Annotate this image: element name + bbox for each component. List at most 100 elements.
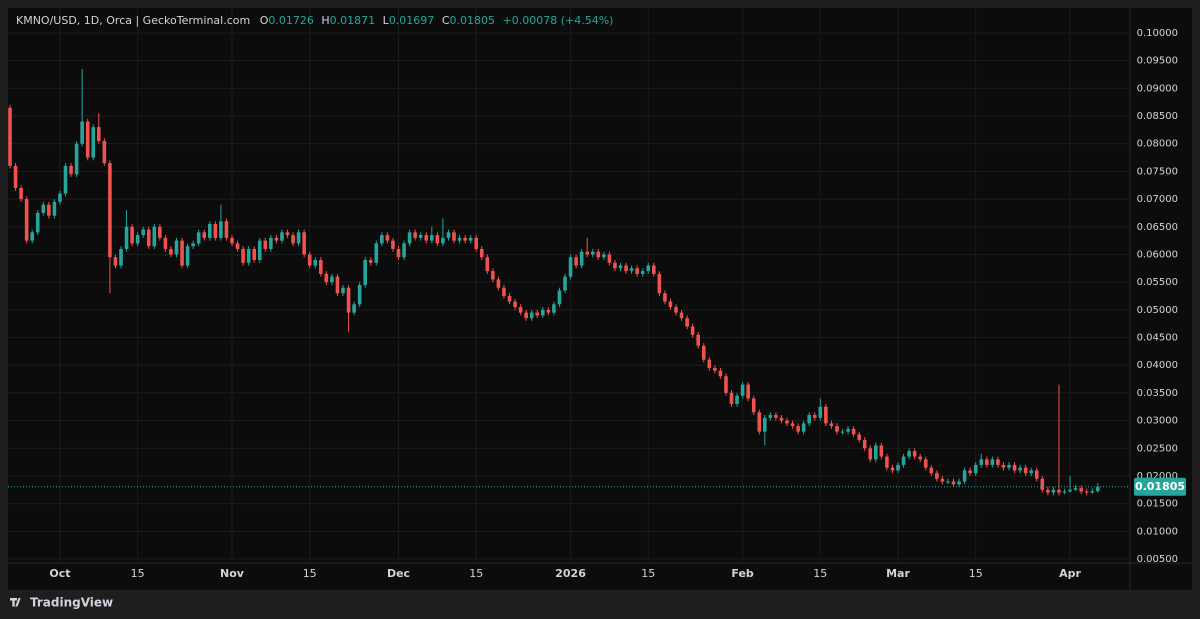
candle-body bbox=[929, 467, 934, 474]
candle-body bbox=[52, 201, 57, 216]
candle-body bbox=[912, 451, 917, 457]
y-tick-label: 0.04000 bbox=[1137, 360, 1178, 371]
x-tick-label: 15 bbox=[469, 567, 483, 580]
candle-body bbox=[452, 232, 456, 241]
candle-body bbox=[1023, 467, 1028, 474]
candle-body bbox=[208, 224, 212, 238]
candle-body bbox=[219, 221, 223, 238]
brand-logo: TradingView bbox=[9, 596, 113, 610]
candle-body bbox=[779, 417, 784, 421]
candle-body bbox=[979, 459, 984, 465]
candle-body bbox=[435, 235, 440, 244]
candle-body bbox=[996, 459, 1000, 465]
candle-body bbox=[41, 204, 46, 213]
change: +0.00078 (+4.54%) bbox=[503, 14, 614, 27]
candle-body bbox=[663, 293, 667, 302]
candle-body bbox=[496, 279, 501, 288]
candle-body bbox=[746, 384, 750, 399]
candle-body bbox=[141, 229, 146, 236]
brand-name: TradingView bbox=[30, 596, 113, 610]
candle-body bbox=[374, 243, 379, 263]
candle-body bbox=[896, 464, 900, 471]
candle-body bbox=[829, 423, 834, 427]
candle-body bbox=[330, 276, 334, 283]
candle-body bbox=[108, 163, 112, 258]
candle-body bbox=[563, 276, 567, 291]
candle-body bbox=[257, 240, 262, 261]
y-tick-label: 0.01500 bbox=[1137, 499, 1178, 510]
candle-body bbox=[319, 260, 323, 274]
candle-body bbox=[1001, 464, 1006, 468]
y-tick-label: 0.00500 bbox=[1137, 554, 1178, 565]
candle-body bbox=[862, 439, 867, 449]
plot-area bbox=[8, 68, 1130, 496]
axes: 0.00500 0.01000 0.01500 0.02000 0.02500 0.030… bbox=[49, 28, 1186, 580]
candle-body bbox=[868, 448, 873, 460]
candle-body bbox=[918, 456, 923, 460]
candle-body bbox=[1018, 467, 1022, 471]
x-tick-label: Mar bbox=[886, 567, 910, 580]
candle-body bbox=[380, 235, 384, 244]
x-tick-label: 15 bbox=[131, 567, 145, 580]
candle-body bbox=[590, 251, 595, 255]
candle-body bbox=[518, 307, 523, 313]
candle-body bbox=[962, 470, 967, 482]
candle-body bbox=[35, 212, 40, 233]
candle-body bbox=[607, 254, 612, 263]
ohlc-letter: O bbox=[260, 14, 269, 27]
candle-body bbox=[557, 290, 562, 305]
candle-body bbox=[47, 204, 51, 216]
candle-body bbox=[951, 481, 956, 485]
candle-body bbox=[19, 188, 23, 200]
y-tick-label: 0.10000 bbox=[1137, 28, 1178, 39]
candle-body bbox=[463, 237, 467, 241]
candle-body bbox=[874, 445, 878, 460]
y-tick-label: 0.08500 bbox=[1137, 111, 1178, 122]
x-tick-label: 2026 bbox=[555, 567, 586, 580]
candle-body bbox=[102, 140, 107, 164]
candle-body bbox=[97, 127, 101, 141]
price-label: 0.01805 bbox=[1135, 480, 1185, 493]
candle-body bbox=[613, 262, 617, 269]
candle-body bbox=[357, 284, 362, 305]
candle-body bbox=[252, 248, 257, 261]
candle-body bbox=[1096, 486, 1100, 492]
candle-body bbox=[1051, 489, 1056, 493]
candle-body bbox=[163, 237, 168, 249]
candle-body bbox=[191, 243, 195, 247]
grid bbox=[8, 8, 1130, 563]
candle-body bbox=[957, 481, 961, 485]
candle-body bbox=[774, 415, 778, 418]
y-tick-label: 0.02000 bbox=[1137, 471, 1178, 482]
candle-body bbox=[535, 312, 540, 316]
candle-body bbox=[718, 370, 723, 377]
candle-body bbox=[885, 456, 889, 468]
candle-body bbox=[674, 307, 678, 313]
candle-body bbox=[624, 265, 628, 272]
candle-body bbox=[152, 226, 157, 247]
candle-body bbox=[269, 237, 273, 249]
candle-body bbox=[668, 301, 673, 308]
candle-body bbox=[485, 257, 490, 272]
candle-body bbox=[968, 470, 972, 474]
candle-body bbox=[529, 312, 534, 319]
candle-body bbox=[474, 237, 479, 249]
candle-body bbox=[1068, 489, 1072, 492]
candle-body bbox=[1040, 478, 1045, 490]
candle-body bbox=[629, 268, 634, 272]
ohlc-letter: H bbox=[321, 14, 329, 27]
candle-body bbox=[735, 395, 739, 404]
candle-body bbox=[280, 232, 284, 241]
candle-body bbox=[1012, 464, 1017, 471]
candle-body bbox=[1090, 491, 1095, 493]
ohlc-letter: C bbox=[442, 14, 450, 27]
y-tick-label: 0.03000 bbox=[1137, 416, 1178, 427]
candle-body bbox=[552, 304, 556, 313]
candle-body bbox=[307, 254, 312, 266]
y-tick-label: 0.09000 bbox=[1137, 83, 1178, 94]
candle-body bbox=[513, 301, 517, 308]
y-tick-label: 0.05000 bbox=[1137, 305, 1178, 316]
x-tick-label: 15 bbox=[303, 567, 317, 580]
candle-body bbox=[180, 240, 184, 266]
